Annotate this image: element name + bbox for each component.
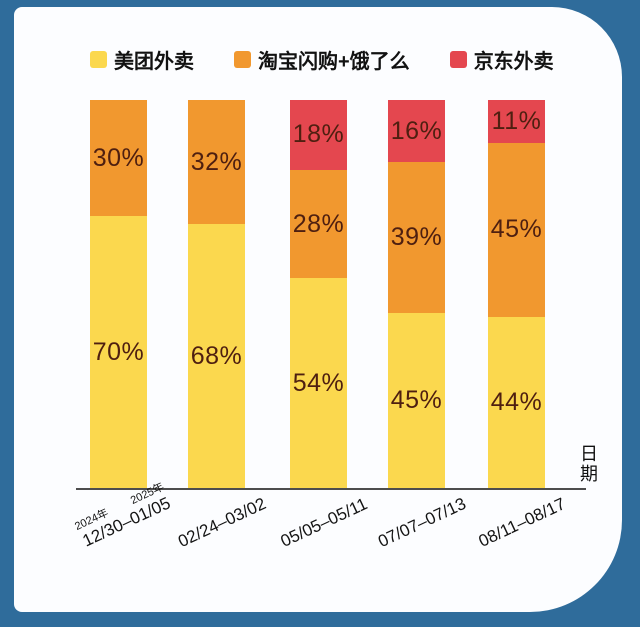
stacked-bar: 16% 39% 45% <box>388 100 445 488</box>
legend-swatch-icon <box>234 51 251 68</box>
legend-swatch-icon <box>449 51 467 68</box>
legend-item: 京东外卖 <box>449 45 554 74</box>
segment-value-label: 44% <box>490 388 543 417</box>
bar-segment: 54% <box>290 278 347 488</box>
legend-label: 美团外卖 <box>114 51 194 73</box>
legend-label: 淘宝闪购+饿了么 <box>258 51 410 73</box>
chart-card: 美团外卖 淘宝闪购+饿了么 京东外卖 30% 70% 32% 68% 18% 28% 54% 16… <box>14 7 622 612</box>
segment-value-label: 45% <box>390 386 443 415</box>
bar-segment: 11% <box>488 100 545 143</box>
segment-value-label: 54% <box>292 368 345 397</box>
stacked-bar: 18% 28% 54% <box>290 100 347 488</box>
stacked-bar: 11% 45% 44% <box>488 100 545 488</box>
segment-value-label: 11% <box>491 106 542 135</box>
segment-value-label: 16% <box>390 116 443 145</box>
segment-value-label: 68% <box>190 341 243 370</box>
bar-segment: 70% <box>90 216 147 488</box>
bar-segment: 39% <box>388 162 445 314</box>
bar-segment: 16% <box>388 100 445 163</box>
segment-value-label: 28% <box>292 209 345 238</box>
legend-item: 淘宝闪购+饿了么 <box>234 45 410 74</box>
bar-segment: 44% <box>488 317 545 488</box>
segment-value-label: 70% <box>92 337 145 366</box>
bar-segment: 68% <box>188 224 245 488</box>
segment-value-label: 18% <box>292 120 345 149</box>
segment-value-label: 30% <box>92 143 145 172</box>
bar-segment: 30% <box>90 100 147 217</box>
segment-value-label: 39% <box>390 223 443 252</box>
segment-value-label: 45% <box>490 215 543 244</box>
legend-label: 京东外卖 <box>473 51 554 73</box>
legend-swatch-icon <box>90 51 107 68</box>
bar-segment: 45% <box>388 313 445 488</box>
bar-segment: 18% <box>290 100 347 170</box>
legend: 美团外卖 淘宝闪购+饿了么 京东外卖 <box>90 45 554 74</box>
legend-item: 美团外卖 <box>90 45 194 74</box>
stacked-bar: 32% 68% <box>188 100 245 488</box>
bar-segment: 28% <box>290 169 347 279</box>
bar-segment: 32% <box>188 100 245 225</box>
x-axis-title: 日期 <box>578 444 598 484</box>
stacked-bar: 30% 70% <box>90 100 147 488</box>
bar-segment: 45% <box>488 142 545 318</box>
segment-value-label: 32% <box>190 147 243 176</box>
x-axis-line <box>76 488 586 490</box>
